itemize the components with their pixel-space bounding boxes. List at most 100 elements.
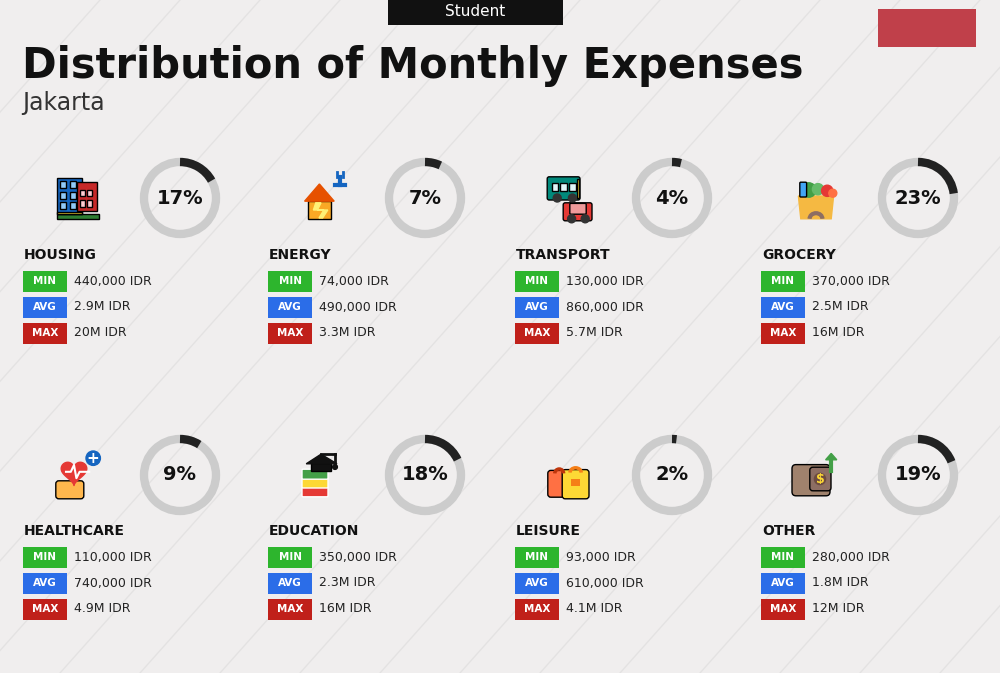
Text: MIN: MIN	[278, 276, 302, 286]
FancyBboxPatch shape	[560, 183, 567, 191]
Text: Student: Student	[445, 5, 506, 20]
Text: OTHER: OTHER	[762, 524, 815, 538]
FancyBboxPatch shape	[515, 271, 559, 291]
Text: EDUCATION: EDUCATION	[269, 524, 359, 538]
FancyBboxPatch shape	[70, 181, 76, 188]
Text: GROCERY: GROCERY	[762, 248, 836, 262]
FancyBboxPatch shape	[515, 598, 559, 620]
FancyBboxPatch shape	[23, 573, 67, 594]
Text: MIN: MIN	[278, 552, 302, 562]
FancyBboxPatch shape	[268, 322, 312, 343]
FancyBboxPatch shape	[23, 297, 67, 318]
Text: +: +	[87, 451, 100, 466]
Text: MAX: MAX	[277, 604, 303, 614]
Text: 1.8M IDR: 1.8M IDR	[812, 577, 869, 590]
Text: Distribution of Monthly Expenses: Distribution of Monthly Expenses	[22, 45, 804, 87]
Text: AVG: AVG	[525, 578, 549, 588]
FancyBboxPatch shape	[761, 573, 805, 594]
FancyBboxPatch shape	[77, 182, 97, 211]
FancyBboxPatch shape	[57, 211, 82, 214]
FancyBboxPatch shape	[547, 177, 580, 200]
Text: 3.3M IDR: 3.3M IDR	[319, 326, 376, 339]
Text: 860,000 IDR: 860,000 IDR	[566, 301, 644, 314]
Text: 2%: 2%	[655, 466, 689, 485]
FancyBboxPatch shape	[80, 190, 85, 197]
FancyBboxPatch shape	[571, 476, 580, 479]
FancyBboxPatch shape	[268, 573, 312, 594]
Text: 110,000 IDR: 110,000 IDR	[74, 551, 152, 563]
FancyBboxPatch shape	[268, 598, 312, 620]
Text: 7%: 7%	[409, 188, 442, 207]
Circle shape	[86, 451, 100, 466]
FancyBboxPatch shape	[761, 271, 805, 291]
FancyBboxPatch shape	[268, 271, 312, 291]
Text: 280,000 IDR: 280,000 IDR	[812, 551, 890, 563]
Text: 440,000 IDR: 440,000 IDR	[74, 275, 152, 287]
FancyBboxPatch shape	[302, 469, 328, 479]
Text: AVG: AVG	[771, 578, 795, 588]
Circle shape	[814, 473, 826, 485]
FancyBboxPatch shape	[302, 487, 328, 497]
Text: 610,000 IDR: 610,000 IDR	[566, 577, 644, 590]
FancyBboxPatch shape	[552, 183, 558, 191]
Text: LEISURE: LEISURE	[516, 524, 581, 538]
FancyBboxPatch shape	[23, 598, 67, 620]
FancyBboxPatch shape	[800, 182, 807, 197]
FancyBboxPatch shape	[515, 573, 559, 594]
Text: 17%: 17%	[157, 188, 203, 207]
FancyBboxPatch shape	[268, 546, 312, 567]
Text: AVG: AVG	[278, 578, 302, 588]
Text: 4%: 4%	[655, 188, 689, 207]
Text: HEALTHCARE: HEALTHCARE	[24, 524, 125, 538]
Text: 4.1M IDR: 4.1M IDR	[566, 602, 622, 616]
Text: 16M IDR: 16M IDR	[812, 326, 864, 339]
Text: 2.5M IDR: 2.5M IDR	[812, 301, 869, 314]
Polygon shape	[798, 196, 834, 219]
Text: 18%: 18%	[402, 466, 448, 485]
FancyBboxPatch shape	[23, 322, 67, 343]
Text: 4.9M IDR: 4.9M IDR	[74, 602, 130, 616]
FancyBboxPatch shape	[388, 0, 563, 25]
Text: 2.3M IDR: 2.3M IDR	[319, 577, 376, 590]
FancyBboxPatch shape	[515, 297, 559, 318]
Text: 9%: 9%	[164, 466, 196, 485]
Text: MIN: MIN	[34, 276, 56, 286]
Text: AVG: AVG	[33, 302, 57, 312]
Text: MIN: MIN	[526, 276, 548, 286]
FancyBboxPatch shape	[577, 179, 579, 198]
Text: 130,000 IDR: 130,000 IDR	[566, 275, 644, 287]
Text: HOUSING: HOUSING	[24, 248, 97, 262]
FancyBboxPatch shape	[515, 546, 559, 567]
FancyBboxPatch shape	[60, 202, 66, 209]
Text: 20M IDR: 20M IDR	[74, 326, 127, 339]
Text: AVG: AVG	[278, 302, 302, 312]
Text: 490,000 IDR: 490,000 IDR	[319, 301, 397, 314]
Circle shape	[581, 215, 589, 223]
Text: MIN: MIN	[772, 552, 794, 562]
FancyBboxPatch shape	[57, 214, 99, 219]
Text: MIN: MIN	[772, 276, 794, 286]
FancyBboxPatch shape	[571, 477, 580, 486]
Circle shape	[802, 183, 816, 197]
Text: AVG: AVG	[33, 578, 57, 588]
Circle shape	[568, 215, 576, 223]
Circle shape	[829, 189, 837, 197]
Text: MAX: MAX	[32, 328, 58, 338]
FancyBboxPatch shape	[311, 463, 331, 471]
FancyBboxPatch shape	[70, 202, 76, 209]
Circle shape	[822, 185, 833, 197]
FancyBboxPatch shape	[302, 478, 328, 488]
Circle shape	[812, 184, 824, 194]
Text: MAX: MAX	[770, 328, 796, 338]
Text: 93,000 IDR: 93,000 IDR	[566, 551, 636, 563]
Text: MAX: MAX	[277, 328, 303, 338]
Text: 74,000 IDR: 74,000 IDR	[319, 275, 389, 287]
FancyBboxPatch shape	[515, 322, 559, 343]
Text: 16M IDR: 16M IDR	[319, 602, 372, 616]
FancyBboxPatch shape	[761, 598, 805, 620]
Circle shape	[568, 194, 576, 202]
Polygon shape	[313, 203, 328, 218]
Polygon shape	[305, 184, 334, 201]
Circle shape	[333, 464, 337, 469]
FancyBboxPatch shape	[87, 190, 92, 197]
